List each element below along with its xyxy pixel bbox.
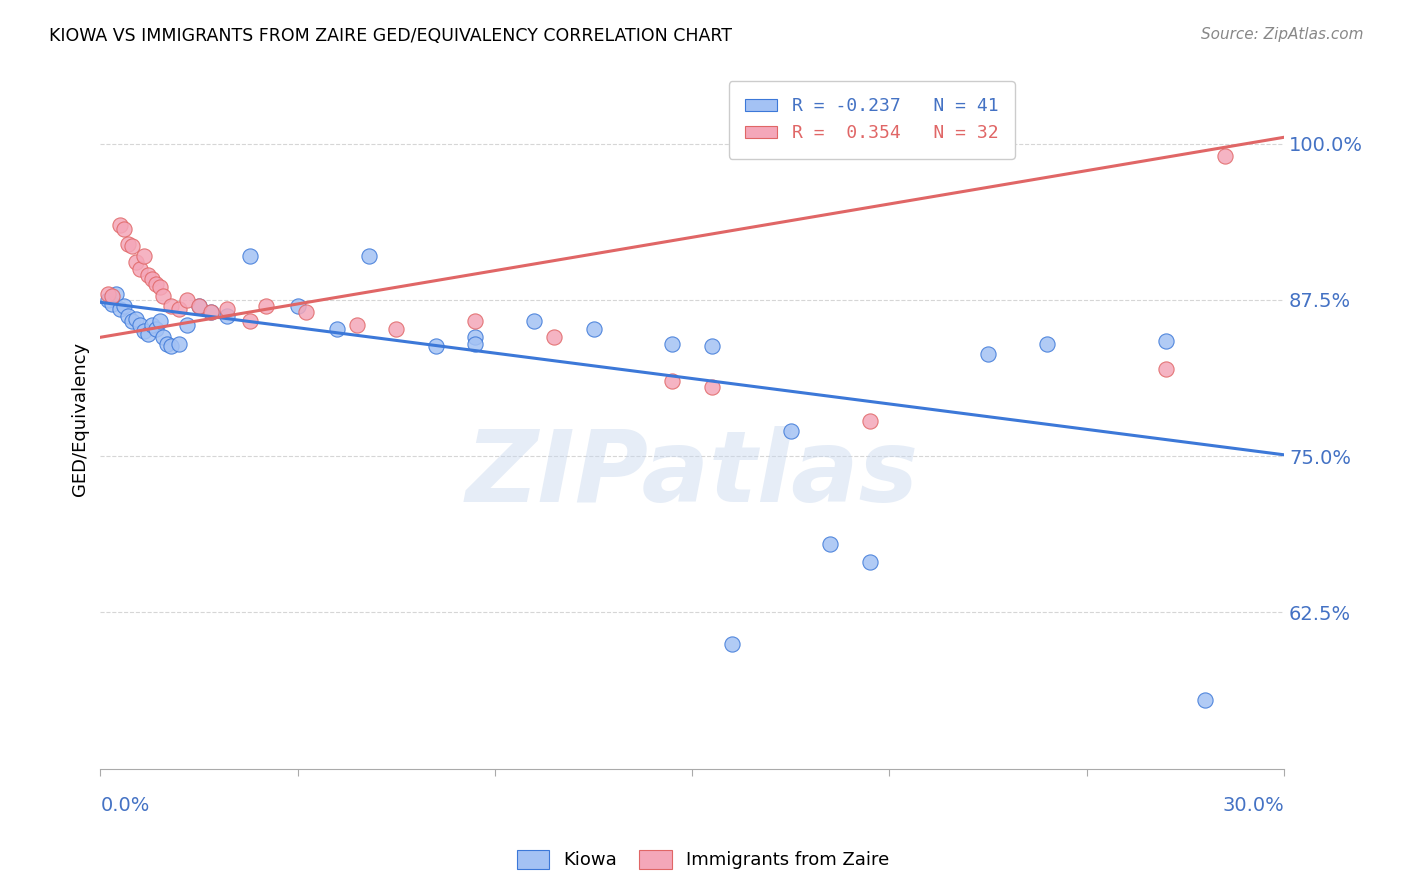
Point (582, 321, 605, 335)
Point (239, 249, 262, 263)
Point (200, 305, 222, 319)
Point (125, 255, 148, 269)
Point (464, 336, 486, 351)
Point (167, 301, 190, 316)
Point (188, 299, 211, 313)
Point (464, 330, 486, 344)
Point (254, 299, 277, 313)
Point (141, 318, 163, 332)
Point (128, 318, 150, 332)
Point (112, 299, 135, 313)
Point (141, 271, 163, 285)
Point (117, 236, 139, 251)
Point (700, 339, 723, 353)
Point (152, 330, 174, 344)
Text: ZIPatlas: ZIPatlas (465, 426, 918, 523)
Point (661, 336, 683, 351)
Point (136, 268, 159, 282)
Point (326, 321, 349, 335)
Point (121, 239, 143, 253)
Point (720, 636, 742, 650)
Point (97, 286, 120, 301)
Legend: Kiowa, Immigrants from Zaire: Kiowa, Immigrants from Zaire (508, 841, 898, 879)
Point (357, 249, 380, 263)
Point (112, 221, 135, 235)
Point (156, 336, 179, 351)
Point (128, 261, 150, 276)
Point (700, 380, 723, 394)
Text: KIOWA VS IMMIGRANTS FROM ZAIRE GED/EQUIVALENCY CORRELATION CHART: KIOWA VS IMMIGRANTS FROM ZAIRE GED/EQUIV… (49, 27, 733, 45)
Point (464, 314, 486, 328)
Point (117, 309, 139, 323)
Point (160, 339, 183, 353)
Point (148, 280, 170, 294)
Point (215, 309, 238, 323)
Point (176, 318, 198, 332)
Point (145, 321, 167, 335)
Point (132, 249, 155, 263)
Point (1036, 336, 1059, 351)
Point (152, 289, 174, 303)
Point (1194, 693, 1216, 707)
Point (121, 314, 143, 328)
Point (287, 299, 309, 313)
Point (108, 301, 131, 316)
Point (108, 218, 131, 232)
Text: 0.0%: 0.0% (100, 796, 149, 815)
Point (105, 286, 128, 301)
Point (132, 324, 155, 338)
Point (176, 293, 198, 307)
Text: Source: ZipAtlas.com: Source: ZipAtlas.com (1201, 27, 1364, 42)
Point (215, 301, 238, 316)
Legend: R = -0.237   N = 41, R =  0.354   N = 32: R = -0.237 N = 41, R = 0.354 N = 32 (728, 81, 1015, 159)
Point (1154, 361, 1177, 376)
Point (97, 293, 120, 307)
Point (167, 336, 190, 351)
Point (779, 424, 801, 438)
Point (239, 314, 262, 328)
Point (136, 326, 159, 341)
Point (1154, 334, 1177, 348)
Point (859, 414, 882, 428)
Text: 30.0%: 30.0% (1222, 796, 1284, 815)
Point (125, 311, 148, 326)
Point (160, 299, 183, 313)
Point (101, 296, 124, 310)
Point (294, 305, 316, 319)
Point (1213, 149, 1236, 163)
Point (101, 289, 124, 303)
Point (977, 346, 1000, 360)
Point (148, 314, 170, 328)
Point (385, 321, 408, 335)
Point (523, 314, 546, 328)
Point (200, 305, 222, 319)
Point (188, 299, 211, 313)
Point (425, 339, 447, 353)
Point (543, 330, 565, 344)
Point (145, 277, 167, 291)
Point (820, 536, 842, 550)
Y-axis label: GED/Equivalency: GED/Equivalency (72, 342, 89, 496)
Point (859, 555, 882, 569)
Point (661, 374, 683, 388)
Point (346, 318, 368, 332)
